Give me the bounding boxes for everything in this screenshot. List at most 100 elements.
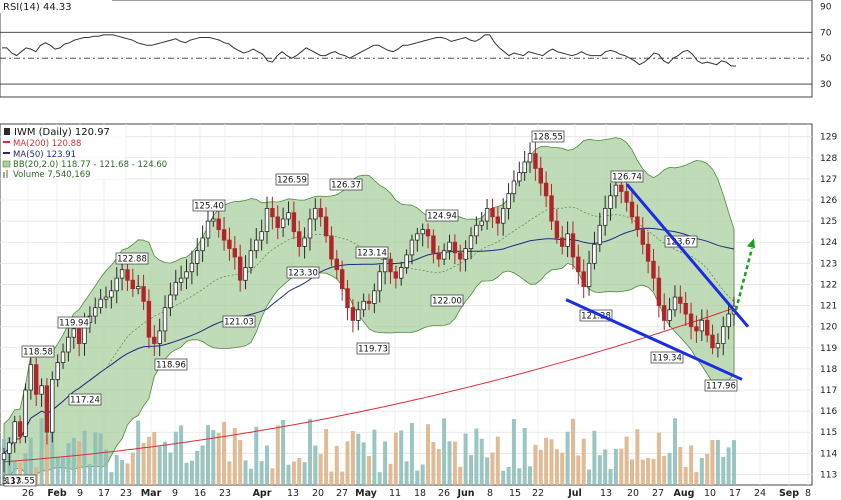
price-tick-119: 119 (820, 344, 837, 354)
price-label: 125.40 (192, 199, 226, 212)
volume-bar (699, 457, 704, 485)
candle-body (157, 330, 162, 344)
price-label-box (329, 178, 363, 191)
volume-legend-label: Volume 7,540,169 (13, 170, 91, 180)
ma200-line (3, 307, 735, 463)
price-label-box (115, 252, 149, 265)
candle-body (457, 252, 463, 260)
date-tick-label: Jun (456, 488, 474, 499)
candle-body (447, 241, 452, 251)
price-label: 122.88 (115, 252, 149, 265)
candle-body (152, 336, 157, 344)
candle-body (7, 442, 12, 454)
candle-body (28, 364, 33, 391)
candle-body (200, 237, 205, 252)
volume-bar (409, 422, 414, 485)
price-label-box (531, 130, 565, 143)
candle-body (237, 256, 243, 281)
volume-bar (12, 461, 17, 485)
candle-body (270, 207, 275, 218)
candle-body (452, 241, 458, 254)
candle-body (393, 271, 398, 279)
volume-bar (377, 472, 382, 485)
volume-bar (646, 457, 651, 485)
volume-bar (431, 442, 436, 485)
price-label: 122.00 (430, 294, 464, 307)
price-label: 123.14 (355, 246, 389, 259)
volume-bar (93, 432, 98, 485)
date-tick-label: May (355, 488, 378, 499)
candle-body (624, 191, 629, 203)
volume-bar (592, 430, 597, 485)
volume-bar (651, 458, 656, 485)
candle-body (173, 281, 178, 296)
volume-bar (157, 446, 162, 485)
volume-bar (726, 447, 731, 485)
candle-body (296, 231, 302, 247)
price-tick-114: 114 (820, 449, 837, 459)
volume-bar (152, 432, 157, 485)
candle-body (688, 313, 694, 328)
candle-body (162, 307, 168, 332)
price-label-box (68, 393, 102, 406)
volume-bar (120, 460, 125, 485)
volume-bar (447, 441, 452, 485)
date-tick-label: 15 (509, 488, 521, 499)
price-label-box (192, 199, 226, 212)
price-label-box (425, 209, 459, 222)
candle-body (114, 277, 119, 292)
price-label-box (355, 246, 389, 259)
price-label: 118.58 (21, 345, 55, 358)
volume-bar (613, 448, 618, 485)
legend-item-bb: BB(20,2.0) 118.77 - 121.68 - 124.60 (2, 160, 167, 170)
volume-bar (227, 461, 232, 485)
price-label-text: 121.03 (224, 318, 254, 328)
candle-body (211, 218, 216, 222)
candle-body (613, 184, 619, 197)
rsi-line (2, 34, 736, 67)
date-tick-label: 24 (754, 488, 766, 499)
date-tick-label: 13 (600, 488, 612, 499)
candle-body (55, 362, 60, 380)
candle-body (103, 296, 109, 300)
date-tick-label: 17 (98, 488, 110, 499)
price-label: 113.55 (3, 474, 37, 487)
volume-bar (420, 464, 425, 485)
volume-bar (286, 464, 291, 485)
candle-body (463, 248, 468, 260)
candle-body (645, 243, 651, 262)
volume-bar (474, 428, 479, 485)
volume-bar (560, 452, 565, 485)
date-tick-label: 8 (805, 488, 811, 499)
price-label-text: 125.40 (194, 202, 224, 212)
candle-body (441, 250, 447, 260)
price-annotations: 113.55 118.58 117.24 119.94 122.88 118.96 125.… (2, 130, 738, 487)
candle-body (500, 207, 506, 224)
price-tick-127: 127 (820, 175, 837, 185)
volume-bar (136, 420, 141, 485)
volume-bar (206, 425, 210, 485)
candle-body (506, 193, 511, 209)
price-label: 117.24 (68, 393, 102, 406)
volume-bar (23, 453, 28, 485)
candle-body (415, 233, 420, 241)
candle-body (130, 279, 135, 290)
price-label-text: 119.34 (652, 354, 682, 364)
volume-bar (163, 441, 167, 485)
candle-body (517, 172, 522, 182)
candle-body (119, 269, 125, 279)
price-y-axis: 113 114 115 116 117 118 119 120 121 122 123 124 125 1… (820, 133, 837, 481)
candle-body (570, 233, 576, 258)
candle-body (398, 267, 404, 279)
volume-bar (635, 429, 640, 485)
volume-bar (173, 431, 178, 485)
volume-bar (399, 430, 404, 485)
candle-body (93, 307, 98, 317)
date-tick-label: Aug (674, 488, 695, 499)
rsi-y-axis: 30 50 70 90 (820, 2, 832, 90)
volume-bar (313, 445, 318, 485)
ma200-legend-label: MA(200) 120.88 (13, 139, 81, 149)
candle-body (146, 300, 152, 338)
price-tick-115: 115 (820, 428, 837, 438)
candle-body (490, 207, 495, 218)
